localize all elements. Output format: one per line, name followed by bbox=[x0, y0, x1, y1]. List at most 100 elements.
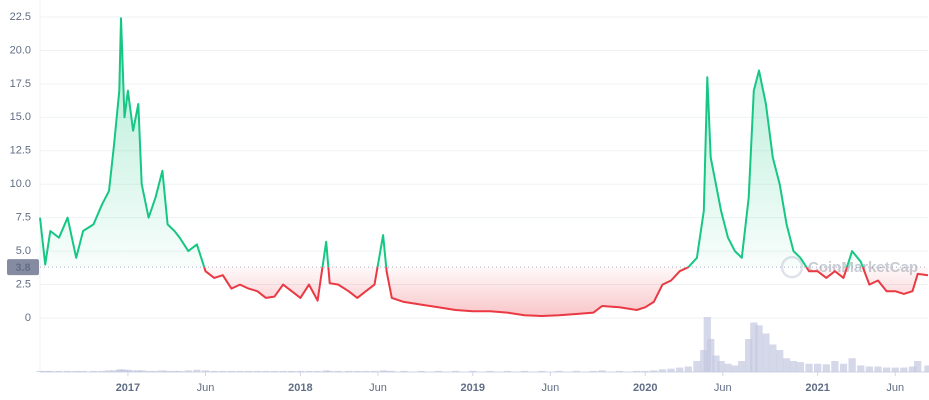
volume-bar bbox=[176, 370, 184, 372]
volume-bar bbox=[658, 369, 667, 372]
volume-bar bbox=[538, 370, 546, 372]
volume-bar bbox=[262, 370, 270, 372]
volume-bar bbox=[151, 370, 160, 372]
volume-bar bbox=[731, 365, 739, 372]
volume-bar bbox=[755, 325, 763, 372]
volume-bar bbox=[789, 361, 798, 372]
x-tick-label: 2021 bbox=[805, 382, 829, 394]
volume-bar bbox=[434, 370, 442, 372]
y-tick-label: 0 bbox=[25, 312, 31, 324]
volume-bar bbox=[270, 370, 279, 372]
volume-bar bbox=[676, 367, 684, 372]
volume-bar bbox=[245, 370, 253, 372]
volume-bar bbox=[184, 370, 192, 372]
volume-bar bbox=[589, 370, 598, 372]
area-down bbox=[204, 267, 928, 316]
volume-bar bbox=[400, 370, 408, 372]
y-tick-label: 12.5 bbox=[10, 145, 31, 157]
volume-bar bbox=[782, 358, 791, 372]
volume-bar bbox=[279, 370, 287, 372]
baseline-label-box bbox=[7, 259, 39, 276]
volume-bar bbox=[831, 361, 839, 372]
x-tick-label: 2017 bbox=[116, 382, 140, 394]
y-tick-label: 7.5 bbox=[16, 212, 31, 224]
volume-bar bbox=[814, 363, 822, 372]
volume-bar bbox=[684, 366, 692, 372]
volume-bar bbox=[865, 366, 874, 372]
volume-bar bbox=[762, 333, 770, 372]
volume-bar bbox=[572, 370, 580, 372]
volume-bar bbox=[451, 370, 460, 372]
volume-bar bbox=[882, 367, 891, 372]
volume-bar bbox=[598, 370, 606, 372]
volume-bar bbox=[667, 368, 675, 372]
x-tick-label: Jun bbox=[197, 382, 215, 394]
volume-bar bbox=[615, 370, 623, 372]
volume-bar bbox=[110, 370, 118, 372]
volume-bar bbox=[712, 355, 720, 372]
volume-bar bbox=[486, 370, 494, 372]
volume-bar bbox=[417, 370, 425, 372]
x-tick-label: Jun bbox=[369, 382, 387, 394]
volume-bar bbox=[124, 369, 132, 372]
volume-bar bbox=[163, 370, 172, 372]
volume-bar bbox=[520, 370, 529, 372]
volume-bar bbox=[236, 370, 244, 372]
volume-bar bbox=[745, 339, 753, 372]
volume-bar bbox=[138, 370, 146, 372]
x-tick-label: Jun bbox=[886, 382, 904, 394]
volume-bar bbox=[362, 370, 370, 372]
volume-bar bbox=[769, 344, 777, 372]
volume-bar bbox=[370, 370, 379, 372]
volume-bar bbox=[382, 370, 391, 372]
volume-bar bbox=[796, 362, 805, 372]
volume-bar bbox=[296, 370, 304, 372]
volume-bar bbox=[857, 365, 865, 372]
volume-bar bbox=[693, 361, 701, 372]
volume-bar bbox=[63, 370, 72, 372]
volume-bar bbox=[503, 370, 511, 372]
y-tick-label: 22.5 bbox=[10, 11, 31, 23]
x-tick-label: 2019 bbox=[461, 382, 485, 394]
y-tick-label: 15.0 bbox=[10, 111, 31, 123]
volume-bar bbox=[822, 364, 830, 372]
volume-bar bbox=[305, 370, 313, 372]
baseline-label: 3.8 bbox=[15, 262, 30, 274]
volume-bar bbox=[805, 363, 813, 372]
volume-bar bbox=[334, 370, 342, 372]
x-tick-label: 2018 bbox=[288, 382, 312, 394]
volume-bar bbox=[46, 370, 54, 372]
volume-bar bbox=[900, 367, 908, 372]
y-tick-label: 5.0 bbox=[16, 245, 31, 257]
volume-bar bbox=[908, 366, 917, 372]
volume-bar bbox=[253, 370, 261, 372]
volume-bar bbox=[874, 366, 882, 372]
volume-bar bbox=[98, 370, 106, 372]
volume-bar bbox=[891, 367, 899, 372]
volume-bar bbox=[650, 370, 658, 372]
volume-bar bbox=[750, 322, 758, 372]
volume-bar bbox=[288, 370, 296, 372]
volume-bar bbox=[738, 361, 746, 372]
volume-bar bbox=[555, 370, 563, 372]
y-tick-label: 2.5 bbox=[16, 278, 31, 290]
area-up bbox=[40, 18, 928, 268]
volume-bar bbox=[641, 370, 649, 372]
volume-bar bbox=[388, 370, 396, 372]
volume-bar bbox=[469, 370, 477, 372]
volume-bar bbox=[41, 370, 49, 372]
volume-bar bbox=[227, 370, 236, 372]
volume-bar bbox=[210, 370, 218, 372]
volume-bar bbox=[193, 369, 201, 372]
volume-bar bbox=[924, 365, 929, 372]
volume-bar bbox=[201, 370, 210, 372]
volume-bar bbox=[353, 370, 361, 372]
volume-bar bbox=[914, 361, 922, 372]
volume-bar bbox=[776, 350, 784, 372]
volume-bar bbox=[129, 370, 137, 372]
volume-bar bbox=[105, 370, 113, 372]
y-tick-label: 20.0 bbox=[10, 44, 31, 56]
volume-bar bbox=[79, 370, 87, 372]
y-tick-label: 17.5 bbox=[10, 78, 31, 90]
x-tick-label: 2020 bbox=[633, 382, 657, 394]
